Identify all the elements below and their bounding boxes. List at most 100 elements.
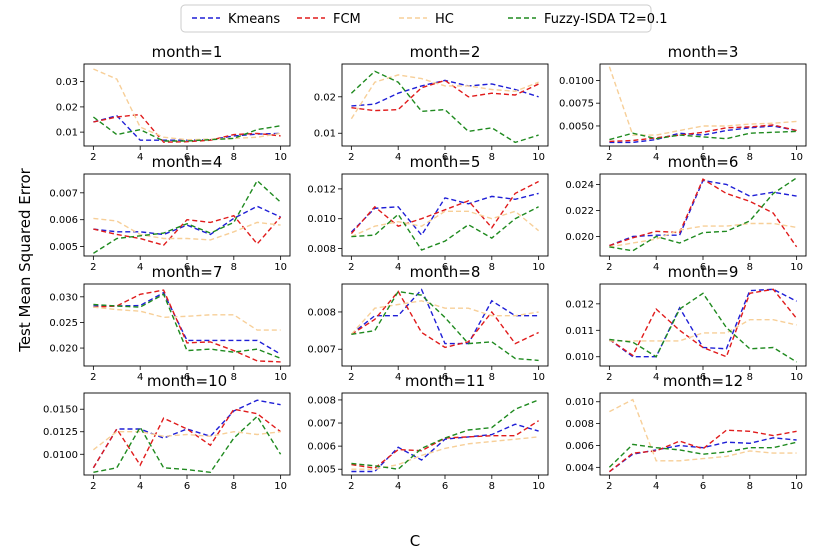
x-tick-label: 2 bbox=[348, 152, 354, 163]
panel-10: month=10 2 4 6 8 10 0.0100 0.0125 0.0150 bbox=[43, 372, 291, 492]
y-tick-label: 0.025 bbox=[49, 318, 78, 329]
series-line-0 bbox=[608, 437, 797, 473]
x-tick-label: 4 bbox=[137, 372, 143, 383]
series-line-3 bbox=[93, 179, 282, 254]
x-tick-label: 8 bbox=[231, 152, 237, 163]
x-tick-label: 8 bbox=[747, 152, 753, 163]
panel-title: month=9 bbox=[668, 263, 739, 281]
y-tick-label: 0.0050 bbox=[559, 121, 594, 132]
y-axis-label: Test Mean Squared Error bbox=[16, 167, 34, 352]
panel-8: month=8 2 4 6 8 10 0.007 0.008 bbox=[307, 263, 549, 383]
y-tick-label: 0.01 bbox=[56, 128, 78, 139]
series-line-2 bbox=[93, 306, 281, 331]
panel-2: month=2 2 4 6 8 10 0.01 0.02 bbox=[314, 43, 549, 163]
series-line-3 bbox=[351, 206, 539, 251]
series-line-2 bbox=[609, 398, 797, 462]
series-line-2 bbox=[351, 436, 539, 470]
series-line-2 bbox=[350, 74, 539, 120]
series-line-3 bbox=[93, 415, 282, 474]
x-tick-label: 6 bbox=[442, 481, 448, 492]
x-tick-label: 8 bbox=[489, 262, 495, 273]
y-tick-label: 0.0125 bbox=[43, 427, 78, 438]
x-tick-label: 8 bbox=[231, 262, 237, 273]
x-tick-label: 4 bbox=[395, 372, 401, 383]
legend-label-3: Fuzzy-ISDA T2=0.1 bbox=[544, 12, 667, 27]
panel-3: month=3 2 4 6 8 10 0.0050 0.0075 0.0100 bbox=[559, 43, 807, 163]
panel-title: month=5 bbox=[410, 153, 481, 171]
panel-frame bbox=[83, 283, 291, 367]
series-line-1 bbox=[351, 290, 539, 349]
series-line-1 bbox=[93, 289, 281, 363]
series-line-0 bbox=[350, 288, 539, 345]
x-tick-label: 2 bbox=[90, 481, 96, 492]
x-tick-label: 4 bbox=[653, 481, 659, 492]
y-tick-label: 0.010 bbox=[565, 397, 594, 408]
y-tick-label: 0.024 bbox=[565, 180, 594, 191]
series-line-3 bbox=[609, 130, 797, 141]
x-tick-label: 6 bbox=[184, 372, 190, 383]
x-tick-label: 6 bbox=[442, 262, 448, 273]
panel-1: month=1 2 4 6 8 10 0.01 0.02 0.03 bbox=[56, 43, 291, 163]
x-tick-label: 6 bbox=[442, 372, 448, 383]
y-tick-label: 0.007 bbox=[307, 419, 336, 430]
y-tick-label: 0.005 bbox=[49, 242, 78, 253]
y-tick-label: 0.007 bbox=[307, 345, 336, 356]
x-tick-label: 8 bbox=[231, 372, 237, 383]
y-tick-label: 0.010 bbox=[307, 214, 336, 225]
y-tick-label: 0.03 bbox=[56, 77, 78, 88]
x-tick-label: 4 bbox=[137, 262, 143, 273]
x-tick-label: 10 bbox=[790, 152, 803, 163]
x-tick-label: 4 bbox=[653, 372, 659, 383]
x-tick-label: 2 bbox=[90, 262, 96, 273]
panel-11: month=11 2 4 6 8 10 0.005 0.006 0.007 0.008 bbox=[307, 372, 549, 492]
panel-title: month=1 bbox=[152, 43, 223, 61]
y-tick-label: 0.005 bbox=[307, 465, 336, 476]
y-tick-label: 0.02 bbox=[56, 102, 78, 113]
x-tick-label: 8 bbox=[489, 152, 495, 163]
series-line-2 bbox=[609, 222, 797, 248]
series-line-2 bbox=[93, 68, 281, 141]
y-tick-label: 0.022 bbox=[565, 206, 594, 217]
x-tick-label: 2 bbox=[606, 481, 612, 492]
y-tick-label: 0.006 bbox=[565, 441, 594, 452]
x-tick-label: 10 bbox=[532, 152, 545, 163]
x-tick-label: 4 bbox=[137, 481, 143, 492]
panel-frame bbox=[599, 63, 807, 147]
legend-label-2: HC bbox=[435, 12, 454, 27]
panel-frame bbox=[341, 283, 549, 367]
x-tick-label: 6 bbox=[442, 152, 448, 163]
x-tick-label: 8 bbox=[489, 481, 495, 492]
series-line-3 bbox=[351, 290, 539, 362]
x-tick-label: 10 bbox=[532, 481, 545, 492]
x-tick-label: 2 bbox=[348, 372, 354, 383]
y-tick-label: 0.02 bbox=[314, 92, 336, 103]
panel-title: month=11 bbox=[405, 372, 485, 390]
y-tick-label: 0.0100 bbox=[43, 450, 78, 461]
series-line-0 bbox=[609, 179, 797, 247]
x-axis-label: C bbox=[410, 532, 420, 550]
y-tick-label: 0.012 bbox=[565, 299, 594, 310]
panel-6: month=6 2 4 6 8 10 0.020 0.022 0.024 bbox=[565, 153, 807, 273]
y-tick-label: 0.007 bbox=[49, 188, 78, 199]
series-line-1 bbox=[93, 113, 281, 143]
x-tick-label: 4 bbox=[395, 152, 401, 163]
panel-title: month=6 bbox=[668, 153, 739, 171]
x-tick-label: 6 bbox=[700, 372, 706, 383]
panel-title: month=7 bbox=[152, 263, 223, 281]
x-tick-label: 4 bbox=[653, 152, 659, 163]
x-tick-label: 4 bbox=[653, 262, 659, 273]
panel-7: month=7 2 4 6 8 10 0.020 0.025 0.030 bbox=[49, 263, 291, 383]
x-tick-label: 6 bbox=[700, 262, 706, 273]
y-tick-label: 0.011 bbox=[565, 326, 594, 337]
x-tick-label: 10 bbox=[532, 262, 545, 273]
series-line-1 bbox=[608, 429, 797, 473]
x-tick-label: 2 bbox=[606, 372, 612, 383]
series-line-0 bbox=[608, 288, 797, 358]
x-tick-label: 10 bbox=[790, 262, 803, 273]
y-tick-label: 0.020 bbox=[565, 232, 594, 243]
panel-title: month=2 bbox=[410, 43, 481, 61]
panel-12: month=12 2 4 6 8 10 0.004 0.006 0.008 0.010 bbox=[565, 372, 807, 492]
panels: month=1 2 4 6 8 10 0.01 0.02 0.03 month=2 2 4 6 8 10 0.… bbox=[43, 43, 807, 492]
x-tick-label: 8 bbox=[231, 481, 237, 492]
